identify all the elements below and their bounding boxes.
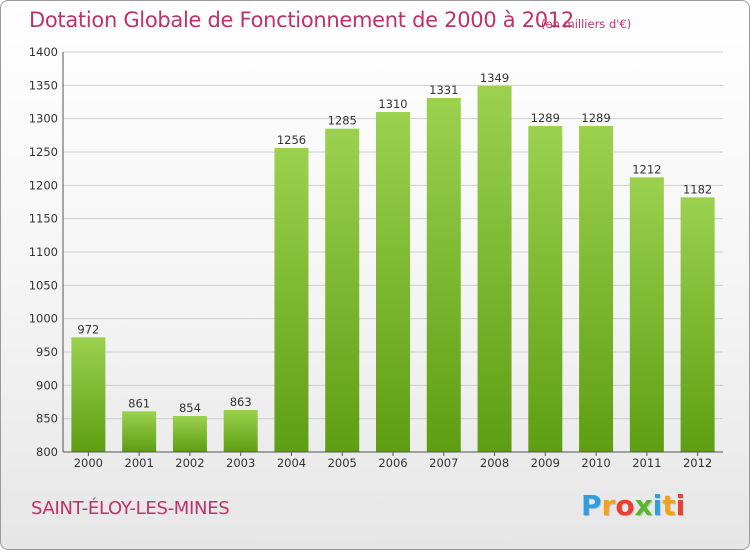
bar-value-label: 1310 <box>378 97 407 111</box>
bar-value-label: 854 <box>179 401 201 415</box>
bar-value-label: 863 <box>230 395 252 409</box>
bar <box>579 126 614 452</box>
y-tick-label: 1200 <box>29 178 58 192</box>
x-tick-label: 2009 <box>531 456 560 470</box>
y-tick-label: 800 <box>36 445 58 459</box>
bar <box>426 98 461 452</box>
proxiti-logo[interactable]: Proxiti <box>581 489 685 522</box>
bar <box>172 416 207 452</box>
y-tick-label: 1100 <box>29 245 58 259</box>
bar-value-label: 972 <box>77 322 99 336</box>
y-tick-label: 1050 <box>29 278 58 292</box>
bar-value-label: 1212 <box>632 162 661 176</box>
bar <box>274 148 309 452</box>
y-tick-label: 1000 <box>29 312 58 326</box>
x-tick-label: 2010 <box>581 456 610 470</box>
y-tick-label: 1400 <box>29 45 58 59</box>
bar-value-label: 1256 <box>277 133 306 147</box>
y-tick-label: 850 <box>36 412 58 426</box>
y-tick-label: 950 <box>36 345 58 359</box>
bar-layer: 972 861 854 863 1256 1285 1310 1331 1349 1289 1289… <box>71 71 715 453</box>
x-tick-label: 2006 <box>378 456 407 470</box>
x-tick-label: 2011 <box>632 456 661 470</box>
x-tick-label: 2004 <box>277 456 306 470</box>
x-tick-label: 2005 <box>328 456 357 470</box>
x-tick-label: 2001 <box>125 456 154 470</box>
bar <box>122 411 157 452</box>
bar-value-label: 1331 <box>429 83 458 97</box>
x-tick-label: 2003 <box>226 456 255 470</box>
y-tick-label: 1250 <box>29 145 58 159</box>
bar <box>71 337 106 452</box>
axis-layer: 800 850 900 950 1000 1050 1100 1150 1200 1250 1300… <box>29 45 723 470</box>
logo-letter: x <box>634 489 653 522</box>
x-tick-label: 2012 <box>683 456 712 470</box>
x-tick-label: 2000 <box>74 456 103 470</box>
bar <box>629 177 664 453</box>
chart-subtitle: (en milliers d'€) <box>541 17 632 31</box>
x-tick-label: 2007 <box>429 456 458 470</box>
bar <box>680 197 715 452</box>
logo-letter: i <box>675 489 686 522</box>
bar-value-label: 861 <box>128 396 150 410</box>
bar <box>376 112 410 452</box>
x-tick-label: 2002 <box>175 456 204 470</box>
logo-letter: o <box>615 489 635 522</box>
bar-value-label: 1182 <box>683 182 712 196</box>
bar-value-label: 1289 <box>581 111 610 125</box>
logo-letter: P <box>581 489 602 522</box>
bar <box>477 86 512 452</box>
y-tick-label: 1350 <box>29 78 58 92</box>
chart-title: Dotation Globale de Fonctionnement de 20… <box>29 8 574 32</box>
bar <box>325 128 360 452</box>
bar <box>528 126 563 452</box>
bar-value-label: 1285 <box>328 114 357 128</box>
y-tick-label: 1300 <box>29 112 58 126</box>
logo-letter: t <box>662 489 676 522</box>
bar <box>223 410 258 452</box>
bar-value-label: 1289 <box>531 111 560 125</box>
logo-letter: i <box>652 489 663 522</box>
logo-letter: r <box>601 489 616 522</box>
y-tick-label: 900 <box>36 378 58 392</box>
x-tick-label: 2008 <box>480 456 509 470</box>
y-tick-label: 1150 <box>29 212 58 226</box>
bar-value-label: 1349 <box>480 71 509 85</box>
commune-name: SAINT-ÉLOY-LES-MINES <box>31 498 230 519</box>
